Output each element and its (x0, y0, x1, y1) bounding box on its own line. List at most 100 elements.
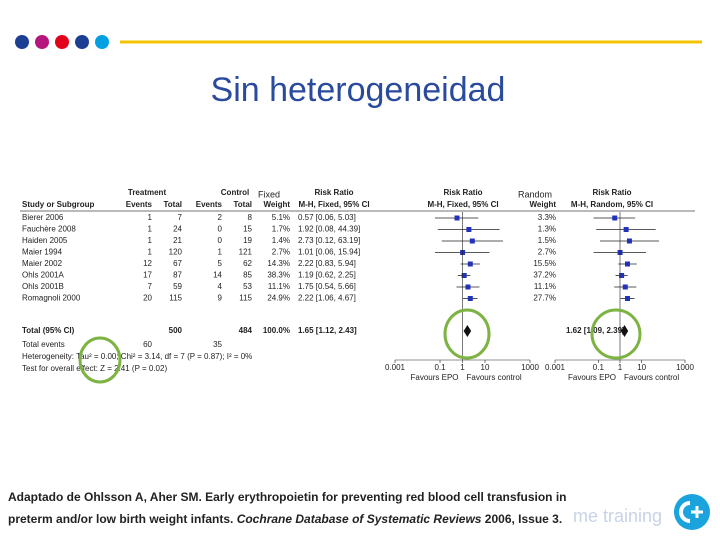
effect-square-random (626, 238, 632, 244)
cell: 1.7% (272, 225, 290, 234)
favours-label: Favours control (624, 373, 679, 382)
effect-square-random (625, 296, 631, 301)
cell: 5.1% (272, 213, 290, 222)
cell: 1.75 [0.54, 5.66] (298, 282, 356, 291)
study-name: Maier 2002 (22, 259, 63, 268)
cell: 0 (218, 236, 223, 245)
effect-square-fixed (466, 227, 472, 232)
effect-square-fixed (461, 273, 467, 278)
cell: 1.3% (538, 225, 556, 234)
cell: 27.7% (533, 294, 556, 303)
cell: 2.73 [0.12, 63.19] (298, 236, 360, 245)
cell: 87 (173, 271, 182, 280)
logo-mark (691, 506, 703, 518)
study-name: Fauchère 2008 (22, 225, 76, 234)
logo-mark (679, 501, 691, 523)
col-header: Weight (529, 200, 556, 209)
cell: 38.3% (267, 271, 290, 280)
col-header: M-H, Fixed, 95% CI (298, 200, 369, 209)
col-header: M-H, Fixed, 95% CI (427, 200, 498, 209)
tick-label: 1000 (676, 363, 694, 372)
effect-square-fixed (454, 215, 460, 221)
cell: 15.5% (533, 259, 556, 268)
tick-label: 1 (460, 363, 465, 372)
col-header: M-H, Random, 95% CI (571, 200, 653, 209)
total-diamond-fixed (463, 325, 472, 337)
cell: 121 (239, 248, 253, 257)
logo (674, 494, 710, 530)
cell: 1 (148, 236, 153, 245)
citation-issue: 2006, Issue 3. (481, 512, 562, 526)
cell: 1 (148, 213, 153, 222)
col-group: Treatment (128, 188, 167, 197)
cell: 120 (169, 248, 183, 257)
cell: 115 (169, 294, 182, 303)
citation: preterm and/or low birth weight infants. (8, 512, 237, 526)
cell: 8 (248, 213, 253, 222)
col-header: Study or Subgroup (22, 200, 95, 209)
cell: 1.19 [0.62, 2.25] (298, 271, 356, 280)
cell: 1 (148, 225, 153, 234)
cell: 19 (243, 236, 252, 245)
tick-label: 0.1 (593, 363, 605, 372)
col-header: Events (126, 200, 153, 209)
tick-label: 0.001 (545, 363, 566, 372)
cell: 2.22 [0.83, 5.94] (298, 259, 356, 268)
col-header: Events (196, 200, 223, 209)
effect-square-random (619, 273, 625, 278)
cell: 59 (173, 282, 182, 291)
cell: 14.3% (267, 259, 290, 268)
cell: 1.62 [1.09, 2.39] (566, 326, 625, 335)
cell: 9 (218, 294, 223, 303)
tick-label: 1 (618, 363, 623, 372)
study-name: Haiden 2005 (22, 236, 68, 245)
cell: 5 (218, 259, 223, 268)
effect-square-random (612, 215, 618, 221)
effect-square-fixed (469, 238, 475, 244)
cell: 11.1% (268, 282, 290, 291)
cell: 1.4% (272, 236, 290, 245)
favours-label: Favours control (467, 373, 522, 382)
highlight (590, 308, 642, 360)
effect-square-fixed (467, 296, 473, 301)
study-name: Maier 1994 (22, 248, 63, 257)
highlight (443, 308, 491, 360)
watermark: me training (573, 506, 662, 526)
cell: 85 (243, 271, 252, 280)
dot (55, 35, 69, 49)
cell: 17 (143, 271, 152, 280)
cell: 11.1% (534, 282, 556, 291)
overall-effect: Test for overall effect: Z = 2.41 (P = 0… (22, 364, 167, 373)
col-group: Control (221, 188, 249, 197)
cell: 115 (239, 294, 252, 303)
cell: 1 (218, 248, 223, 257)
cell: 60 (143, 340, 152, 349)
citation-line-1: Adaptado de Ohlsson A, Aher SM. Early er… (8, 490, 567, 504)
col-header: Total (163, 200, 182, 209)
col-group: Risk Ratio (314, 188, 353, 197)
cell: 12 (143, 259, 152, 268)
effect-square-random (623, 227, 629, 232)
citation-journal: Cochrane Database of Systematic Reviews (237, 512, 482, 526)
slide-title: Sin heterogeneidad (211, 71, 506, 109)
dot (75, 35, 89, 49)
study-name: Ohls 2001B (22, 282, 64, 291)
effect-square-fixed (465, 284, 471, 290)
col-header: Total (233, 200, 252, 209)
dot (95, 35, 109, 49)
cell: 14 (213, 271, 222, 280)
label-fixed: Fixed (258, 189, 280, 199)
cell: 2 (218, 213, 223, 222)
cell: 500 (169, 326, 183, 335)
tick-label: 1000 (521, 363, 539, 372)
heterogeneity: Heterogeneity: Tau² = 0.00; Chi² = 3.14,… (22, 352, 252, 361)
highlight (78, 336, 122, 384)
cell: 7 (148, 282, 153, 291)
effect-square-random (625, 261, 631, 267)
cell: 15 (243, 225, 252, 234)
cell: 3.3% (538, 213, 556, 222)
total-events-label: Total events (22, 340, 65, 349)
col-group: Risk Ratio (443, 188, 482, 197)
